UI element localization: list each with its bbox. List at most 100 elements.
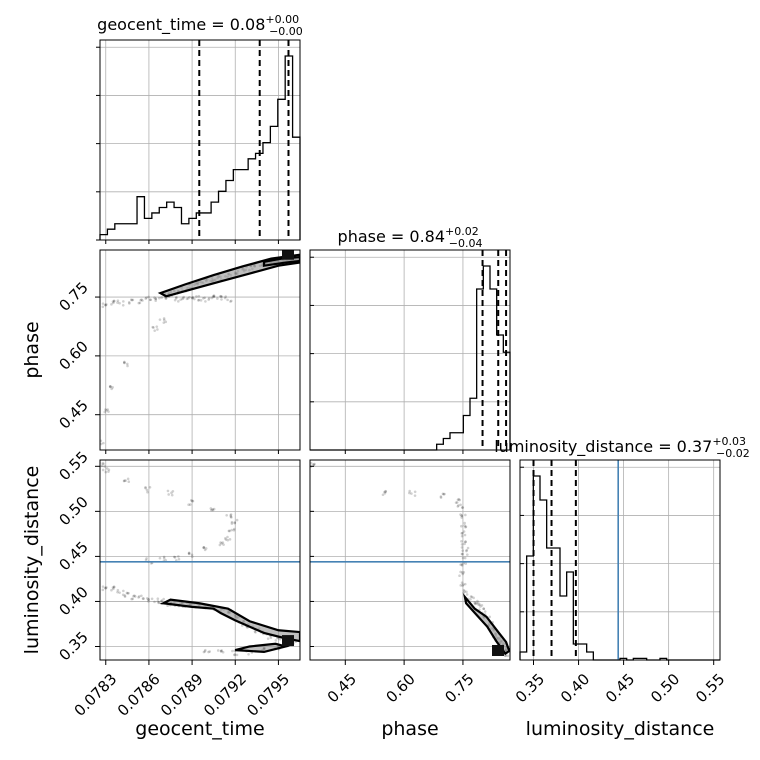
- sample-point: [112, 299, 116, 303]
- sample-point: [123, 361, 126, 365]
- sample-point: [111, 386, 114, 389]
- density-peak: [492, 644, 504, 656]
- sample-point: [149, 298, 153, 302]
- sample-point: [233, 653, 237, 656]
- sample-point: [121, 303, 125, 307]
- sample-point: [138, 301, 142, 305]
- sample-point: [462, 530, 466, 533]
- sample-point: [106, 408, 110, 411]
- sample-point: [110, 387, 113, 391]
- sample-point: [408, 489, 411, 493]
- sample-point: [144, 558, 148, 562]
- sample-point: [150, 562, 153, 565]
- sample-point: [464, 525, 467, 529]
- sample-point: [156, 599, 160, 603]
- sample-point: [137, 595, 141, 598]
- sample-point: [177, 555, 180, 558]
- panel-luminosity_distance-hist: [520, 460, 720, 660]
- sample-point: [147, 295, 150, 299]
- sample-point: [477, 603, 480, 607]
- contour-time_dist-1: [234, 642, 290, 654]
- sample-point: [100, 439, 103, 443]
- sample-point: [187, 551, 191, 555]
- sample-point: [460, 546, 464, 549]
- sample-point: [123, 360, 126, 364]
- sample-point: [156, 597, 160, 600]
- panel-frame: [99, 39, 301, 241]
- sample-point: [383, 491, 387, 495]
- sample-point: [101, 305, 105, 309]
- title-plus: +0.00: [265, 13, 299, 26]
- title-main: luminosity_distance = 0.37: [494, 437, 712, 457]
- sample-point: [231, 649, 234, 653]
- sample-point: [219, 650, 223, 653]
- density-peak: [282, 635, 294, 647]
- sample-point: [463, 542, 466, 546]
- sample-point: [147, 598, 150, 601]
- sample-point: [162, 597, 165, 601]
- sample-point: [187, 552, 191, 555]
- sample-point: [226, 538, 230, 542]
- sample-point: [310, 461, 313, 465]
- sample-point: [153, 296, 156, 300]
- sample-point: [148, 298, 152, 302]
- y-tick-label-phase: 0.45: [55, 396, 91, 432]
- sample-point: [107, 410, 110, 413]
- sample-point: [102, 441, 105, 445]
- sample-point: [462, 588, 466, 592]
- sample-point: [166, 604, 169, 607]
- sample-point: [212, 507, 216, 511]
- sample-point: [225, 513, 228, 517]
- sample-point: [229, 300, 232, 303]
- sample-point: [100, 442, 103, 446]
- contour-time_dist-0: [159, 598, 300, 643]
- sample-point: [111, 586, 115, 589]
- sample-point: [145, 597, 149, 600]
- sample-point: [112, 587, 115, 591]
- panel-phase-hist: [310, 250, 510, 450]
- sample-point: [132, 594, 135, 598]
- sample-point: [177, 300, 180, 303]
- sample-point: [153, 329, 157, 332]
- sample-point: [160, 599, 163, 603]
- sample-point: [101, 585, 105, 588]
- x-axis-label-luminosity_distance: luminosity_distance: [526, 718, 715, 740]
- sample-point: [129, 298, 133, 301]
- sample-point: [455, 501, 459, 504]
- sample-point: [203, 296, 207, 300]
- sample-point: [460, 506, 464, 509]
- sample-point: [483, 610, 487, 613]
- sample-point: [465, 590, 468, 594]
- contour-phase_dist-0: [463, 593, 510, 656]
- sample-point: [459, 570, 462, 574]
- sample-point: [313, 462, 316, 466]
- sample-point: [478, 603, 481, 606]
- sample-point: [193, 297, 196, 301]
- x-tick-label-geocent_time: 0.0789: [157, 670, 207, 720]
- sample-point: [112, 585, 116, 589]
- sample-point: [230, 520, 234, 524]
- title-minus: −0.04: [449, 237, 483, 250]
- sample-point: [503, 654, 507, 658]
- sample-point: [123, 479, 126, 482]
- sample-point: [210, 508, 213, 512]
- sample-point: [160, 599, 164, 603]
- sample-point: [103, 465, 107, 468]
- sample-point: [157, 601, 161, 604]
- sample-point: [101, 468, 105, 472]
- sample-point: [460, 532, 464, 535]
- sample-point: [190, 555, 194, 559]
- sample-point: [104, 470, 108, 474]
- sample-point: [224, 295, 228, 298]
- sample-point: [228, 538, 232, 541]
- sample-point: [211, 508, 214, 511]
- sample-point: [203, 548, 207, 552]
- sample-point: [460, 581, 464, 585]
- sample-point: [460, 514, 464, 517]
- sample-point: [187, 552, 191, 556]
- sample-point: [460, 552, 464, 556]
- sample-point: [470, 595, 474, 599]
- sample-point: [162, 555, 166, 559]
- histogram-phase: [310, 265, 511, 451]
